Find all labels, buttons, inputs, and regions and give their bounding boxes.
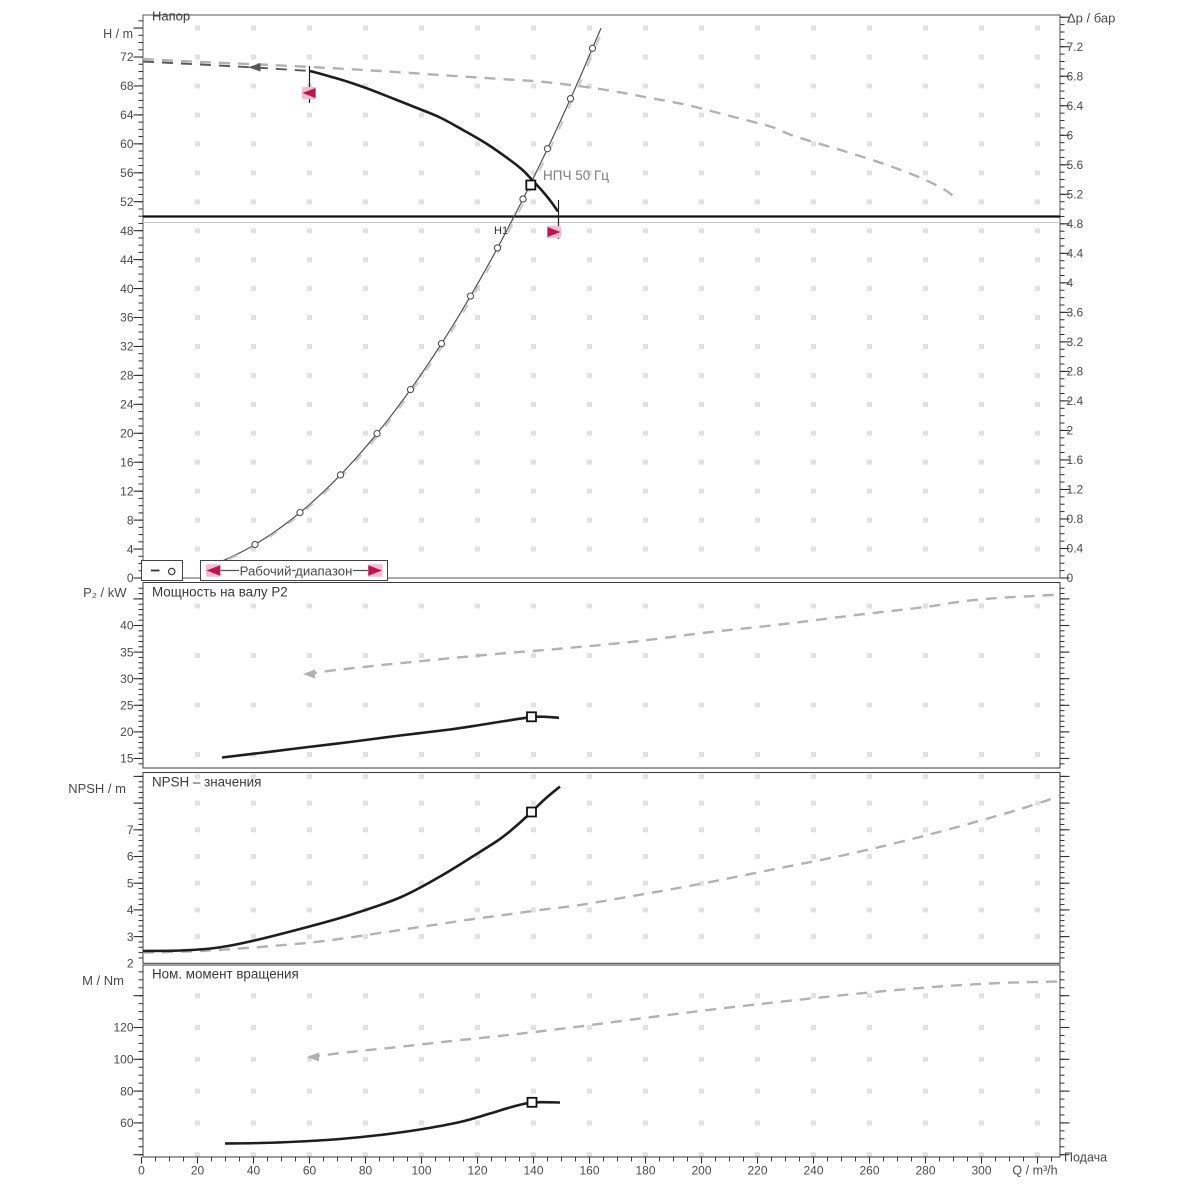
svg-text:160: 160	[579, 1164, 599, 1178]
svg-text:4.4: 4.4	[1067, 247, 1084, 261]
svg-text:Напор: Напор	[152, 9, 190, 24]
svg-text:0: 0	[1067, 571, 1074, 585]
svg-text:0.4: 0.4	[1067, 542, 1084, 556]
svg-text:180: 180	[635, 1164, 655, 1178]
svg-text:0: 0	[127, 571, 134, 585]
svg-text:72: 72	[120, 50, 134, 64]
svg-text:60: 60	[303, 1164, 317, 1178]
svg-text:44: 44	[120, 253, 134, 267]
svg-text:Δp / бар: Δp / бар	[1067, 11, 1115, 26]
svg-text:68: 68	[120, 79, 134, 93]
svg-text:7: 7	[127, 823, 134, 837]
svg-text:6: 6	[1067, 129, 1074, 143]
svg-text:M / Nm: M / Nm	[82, 973, 124, 988]
svg-text:40: 40	[120, 619, 134, 633]
svg-text:2.8: 2.8	[1067, 365, 1084, 379]
svg-text:1.2: 1.2	[1067, 483, 1084, 497]
svg-text:120: 120	[467, 1164, 487, 1178]
svg-text:4: 4	[127, 903, 134, 917]
svg-text:2: 2	[127, 957, 134, 971]
svg-text:Подача: Подача	[1064, 1151, 1107, 1165]
svg-text:48: 48	[120, 224, 134, 238]
svg-text:100: 100	[411, 1164, 431, 1178]
svg-text:P₂ / kW: P₂ / kW	[83, 585, 127, 600]
svg-text:Мощность на валу P2: Мощность на валу P2	[152, 585, 288, 600]
svg-text:200: 200	[691, 1164, 711, 1178]
svg-text:28: 28	[120, 369, 134, 383]
svg-text:8: 8	[127, 513, 134, 527]
svg-text:Q / m³/h: Q / m³/h	[1012, 1164, 1057, 1178]
svg-text:5.2: 5.2	[1067, 188, 1084, 202]
svg-text:1.6: 1.6	[1067, 453, 1084, 467]
svg-text:20: 20	[120, 427, 134, 441]
svg-text:25: 25	[120, 699, 134, 713]
svg-text:36: 36	[120, 311, 134, 325]
svg-text:30: 30	[120, 672, 134, 686]
svg-text:2.4: 2.4	[1067, 394, 1084, 408]
svg-text:260: 260	[859, 1164, 879, 1178]
svg-text:4.8: 4.8	[1067, 217, 1084, 231]
svg-text:5: 5	[127, 876, 134, 890]
svg-text:40: 40	[120, 282, 134, 296]
svg-text:4: 4	[1067, 276, 1074, 290]
svg-text:6: 6	[127, 850, 134, 864]
svg-text:120: 120	[113, 1021, 133, 1035]
svg-text:16: 16	[120, 455, 134, 469]
svg-text:140: 140	[523, 1164, 543, 1178]
svg-text:24: 24	[120, 398, 134, 412]
svg-text:NPSH – значения: NPSH – значения	[152, 775, 261, 790]
svg-text:0.8: 0.8	[1067, 512, 1084, 526]
svg-text:80: 80	[120, 1084, 134, 1098]
svg-text:5.6: 5.6	[1067, 158, 1084, 172]
svg-text:Рабочий диапазон: Рабочий диапазон	[240, 564, 353, 579]
svg-text:52: 52	[120, 195, 134, 209]
svg-text:NPSH / m: NPSH / m	[68, 781, 126, 796]
svg-text:300: 300	[971, 1164, 991, 1178]
svg-text:3.6: 3.6	[1067, 306, 1084, 320]
svg-text:40: 40	[247, 1164, 261, 1178]
svg-text:80: 80	[359, 1164, 373, 1178]
svg-text:НПЧ 50 Гц: НПЧ 50 Гц	[543, 168, 609, 183]
svg-text:7.2: 7.2	[1067, 40, 1084, 54]
svg-text:3.2: 3.2	[1067, 335, 1084, 349]
svg-text:4: 4	[127, 542, 134, 556]
svg-text:60: 60	[120, 1116, 134, 1130]
svg-text:6.4: 6.4	[1067, 99, 1084, 113]
svg-text:240: 240	[803, 1164, 823, 1178]
svg-text:6.8: 6.8	[1067, 70, 1084, 84]
svg-text:2: 2	[1067, 424, 1074, 438]
svg-text:100: 100	[113, 1053, 133, 1067]
svg-text:32: 32	[120, 340, 134, 354]
svg-text:220: 220	[747, 1164, 767, 1178]
svg-text:Ном. момент вращения: Ном. момент вращения	[152, 967, 299, 982]
svg-text:64: 64	[120, 108, 134, 122]
svg-text:60: 60	[120, 137, 134, 151]
svg-text:0: 0	[138, 1164, 145, 1178]
svg-text:35: 35	[120, 645, 134, 659]
svg-text:56: 56	[120, 166, 134, 180]
svg-text:H / m: H / m	[103, 27, 133, 41]
svg-text:15: 15	[120, 752, 134, 766]
svg-text:3: 3	[127, 930, 134, 944]
svg-text:20: 20	[191, 1164, 205, 1178]
svg-text:280: 280	[915, 1164, 935, 1178]
svg-text:12: 12	[120, 484, 134, 498]
svg-text:20: 20	[120, 725, 134, 739]
